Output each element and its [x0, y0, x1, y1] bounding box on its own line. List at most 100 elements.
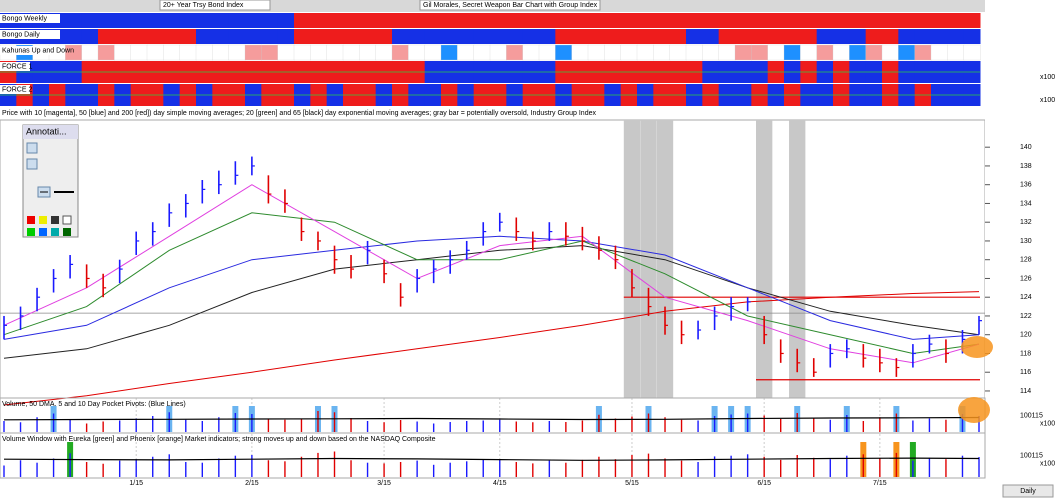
indicator-cell [783, 44, 801, 61]
color-swatch[interactable] [51, 228, 59, 236]
indicator-cell [326, 13, 344, 28]
indicator-cell [440, 44, 458, 61]
scale-label: x100 [1040, 420, 1055, 427]
indicator-cell [490, 29, 507, 44]
x-tick-label: 1/15 [129, 480, 143, 487]
indicator-cell [947, 29, 965, 44]
indicator-cell [179, 44, 197, 61]
x-tick-label: 5/15 [625, 480, 639, 487]
x-tick-label: 6/15 [757, 480, 771, 487]
indicator-cell [947, 44, 965, 61]
indicator-cell [963, 29, 981, 44]
indicator-cell [457, 44, 475, 61]
indicator-cell [669, 13, 687, 28]
oversold-band [656, 120, 674, 398]
eureka-bar [909, 442, 916, 477]
color-swatch[interactable] [27, 228, 35, 236]
strip-label: Kahunas Up and Down [2, 47, 74, 54]
indicator-cell [506, 13, 524, 28]
toolbar-text: 20+ Year Trsy Bond Index [163, 2, 244, 9]
indicator-cell [294, 13, 311, 28]
strip-label-bg [0, 14, 60, 23]
indicator-cell [522, 29, 540, 44]
indicator-cell [816, 29, 834, 44]
indicator-cell [898, 13, 916, 28]
y-tick-label: 132 [1020, 219, 1032, 226]
indicator-cell [571, 29, 589, 44]
period-button[interactable] [1002, 484, 1054, 498]
moving-average [3, 212, 980, 355]
tool-button[interactable] [26, 142, 38, 154]
x-tick-label: 3/15 [377, 480, 391, 487]
indicator-cell [555, 44, 573, 61]
indicator-cell [310, 13, 328, 28]
indicator-cell [784, 13, 801, 28]
indicator-cell [359, 13, 377, 28]
indicator-cell [81, 29, 99, 44]
indicator-cell [261, 13, 279, 28]
indicator-cell [588, 13, 605, 28]
color-swatch[interactable] [39, 216, 47, 224]
indicator-cell [832, 44, 850, 61]
indicator-cell [473, 44, 491, 61]
indicator-cell [343, 29, 360, 44]
indicator-cell [146, 44, 164, 61]
indicator-cell [277, 13, 295, 28]
tool-button[interactable] [26, 158, 38, 170]
indicator-cell [963, 13, 981, 28]
indicator-cell [702, 13, 720, 28]
y-tick-label: 120 [1020, 332, 1032, 339]
indicator-cell [65, 13, 83, 28]
color-swatch[interactable] [62, 215, 72, 225]
template-box[interactable] [419, 0, 601, 11]
indicator-cell [441, 13, 458, 28]
oversold-band [623, 120, 641, 398]
indicator-cell [114, 44, 132, 61]
indicator-cell [114, 29, 132, 44]
volume-average [3, 457, 980, 461]
indicator-cell [277, 44, 295, 61]
oversold-band [640, 120, 657, 398]
color-swatch[interactable] [51, 216, 59, 224]
indicator-cell [636, 44, 654, 61]
y-tick-label: 138 [1020, 163, 1032, 170]
toolbar-text: Gil Morales, Secret Weapon Bar Chart wit… [423, 2, 598, 9]
indicator-cell [963, 44, 981, 61]
color-swatch[interactable] [27, 216, 35, 224]
color-swatch[interactable] [63, 228, 71, 236]
toolbox-title: Annotati... [26, 126, 67, 136]
indicator-cell [359, 29, 377, 44]
annotation-toolbox[interactable]: Annotati... [22, 124, 79, 238]
indicator-cell [212, 13, 230, 28]
indicator-cell [686, 29, 703, 44]
indicator-cell [538, 44, 556, 61]
indicator-cell [882, 29, 899, 44]
indicator-cell [424, 13, 442, 28]
volume-axis-label: 100115 [1020, 412, 1043, 419]
indicator-cell [326, 44, 344, 61]
indicator-cell [637, 29, 654, 44]
color-swatch[interactable] [39, 228, 47, 236]
indicator-cell [881, 44, 899, 61]
indicator-cell [800, 29, 818, 44]
indicator-cell [849, 44, 867, 61]
indicator-cell [212, 44, 230, 61]
indicator-cell [147, 29, 164, 44]
indicator-cell [294, 29, 311, 44]
moving-average [3, 245, 980, 359]
indicator-cell [310, 44, 328, 61]
volume-axis-label: 100115 [1020, 452, 1043, 459]
indicator-cell [931, 13, 948, 28]
y-tick-label: 128 [1020, 257, 1032, 264]
volume-average [3, 416, 980, 421]
scale-label: x100 [1040, 460, 1055, 467]
strip-label: FORCE 1 [2, 63, 32, 70]
x-tick-label: 7/15 [873, 480, 887, 487]
indicator-cell [228, 44, 246, 61]
indicator-cell [898, 29, 916, 44]
indicator-cell [588, 29, 605, 44]
symbol-box[interactable] [159, 0, 271, 11]
indicator-cell [604, 44, 622, 61]
indicator-cell [865, 13, 883, 28]
indicator-cell [277, 29, 295, 44]
